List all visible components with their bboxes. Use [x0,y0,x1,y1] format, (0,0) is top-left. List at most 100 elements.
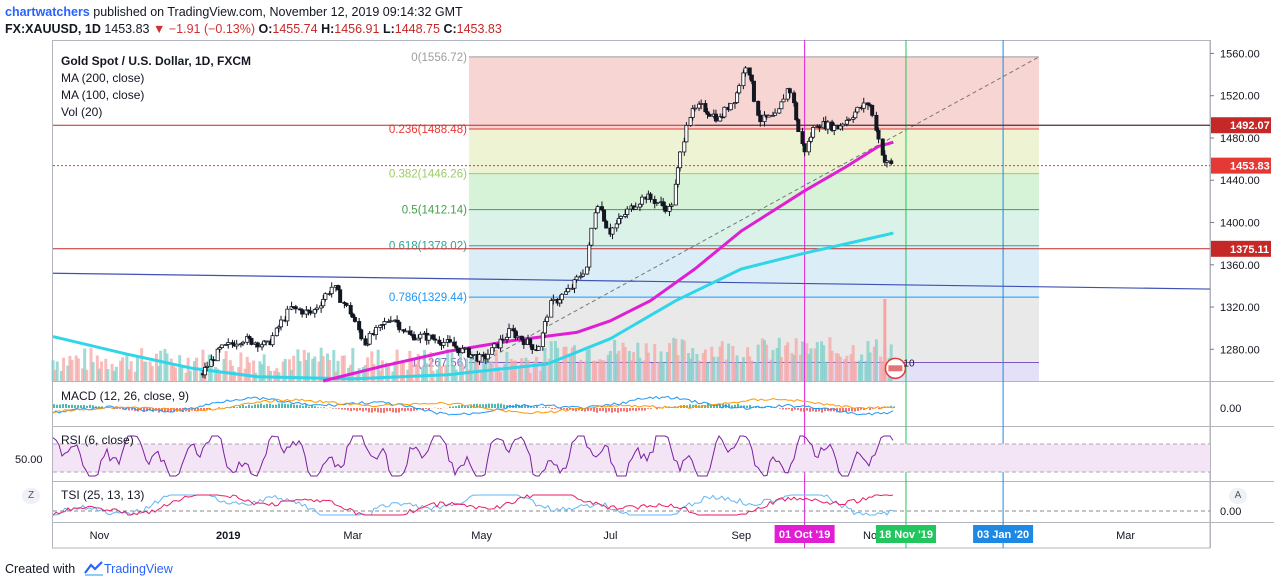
macd-histogram-bar [320,407,322,408]
candle-body [230,342,235,345]
macd-histogram-bar [449,406,451,408]
volume-bar [805,343,809,381]
zoom-right-button[interactable]: A [1229,488,1247,504]
volume-bar [820,341,824,381]
volume-bar [328,359,332,381]
macd-histogram-bar [575,408,577,412]
macd-histogram-bar [371,408,373,413]
macd-histogram-bar [134,408,136,411]
candle-body [270,335,275,346]
volume-bar [661,362,665,381]
volume-bar [133,371,137,381]
fib-retracement[interactable]: 0(1556.72) 0.236(1488.48) 0.382(1446.26) 0.… [389,52,1040,381]
price-label-text: 1375.11 [1230,244,1269,256]
macd-title: MACD (12, 26, close, 9) [61,389,189,403]
macd-histogram-bar [377,408,379,413]
volume-bar [777,337,781,381]
candle-body [806,140,811,153]
candle-body [344,302,349,306]
macd-pane[interactable]: MACD (12, 26, close, 9) 0.00 [52,389,1241,416]
volume-bar [786,342,790,381]
volume-bar [178,355,182,381]
candle-body [707,113,712,117]
macd-histogram-bar [578,408,580,411]
candle-body [889,160,894,164]
volume-bar [157,365,161,381]
volume-bar [252,360,256,381]
candle-body [380,324,385,326]
macd-histogram-bar [257,404,259,408]
candle-body [663,205,668,212]
macd-histogram-bar [83,405,85,408]
volume-bar [653,344,657,381]
rsi-pane[interactable]: RSI (6, close) 50.00 [15,433,1210,477]
macd-histogram-bar [470,404,472,408]
volume-bar [245,356,249,381]
candle-body [542,321,547,334]
volume-bar [260,364,264,381]
tradingview-brand[interactable]: TradingView [104,562,173,576]
volume-bar [572,345,576,381]
author-link[interactable]: chartwatchers [5,5,90,19]
candle-body [219,344,224,348]
macd-histogram-bar [302,406,304,408]
candle-body [382,321,387,325]
candle-body [412,334,417,341]
chart-header: chartwatchers published on TradingView.c… [0,0,1274,40]
time-tick-label: Mar [1116,530,1135,542]
macd-histogram-bar [878,408,880,410]
macd-histogram-bar [806,408,808,411]
macd-histogram-bar [839,408,841,413]
candle-body [321,298,326,307]
macd-histogram-bar [86,405,88,408]
candle-body [217,347,222,350]
candle-body [416,337,421,341]
volume-bar [779,357,783,381]
price-label-box [1211,117,1271,134]
volume-bar [85,369,89,381]
macd-histogram-bar [263,404,265,408]
macd-histogram-bar [290,403,292,408]
candle-body [633,206,638,210]
macd-histogram-bar [338,408,340,409]
macd-histogram-bar [314,406,316,408]
volume-bar [100,361,104,381]
macd-histogram-bar [755,406,757,408]
volume-bar [450,352,454,381]
zoom-left-button[interactable]: Z [22,488,40,504]
chart-area[interactable]: 0(1556.72) 0.236(1488.48) 0.382(1446.26) 0.… [0,40,1274,556]
volume-bar [83,348,87,381]
candle-body [426,334,431,341]
candle-body [500,338,505,341]
candle-body [447,339,452,343]
volume-bar [564,346,568,381]
volume-bar [70,360,74,381]
macd-histogram-bar [863,408,865,411]
macd-histogram-bar [506,405,508,408]
volume-bar [169,358,173,381]
macd-histogram-bar [716,403,718,408]
volume-bar [839,356,843,381]
candle-body [365,343,370,346]
fib-point-label: 10 [903,358,915,369]
time-tick-label: No [863,530,877,542]
axes: 1280.00 1320.00 1360.00 1400.00 1440.00 1480.… [90,48,1271,543]
volume-bar [408,350,412,381]
candle-body [688,117,693,126]
volume-bar [473,359,477,381]
volume-bar [499,371,503,381]
tsi-pane[interactable]: TSI (25, 13, 13) 0.00 [52,488,1241,518]
volume-bar [165,353,169,381]
candle-body [215,348,220,362]
macd-histogram-bar [809,408,811,412]
volume-bar [623,347,627,381]
volume-bar [106,369,110,381]
candle-body [460,347,465,354]
candle-body [703,103,708,113]
volume-bar [423,349,427,381]
candle-body [397,321,402,331]
volume-bars [51,299,893,381]
candle-body [238,343,243,346]
macd-histogram-bar [347,408,349,411]
macd-histogram-bar [872,408,874,409]
